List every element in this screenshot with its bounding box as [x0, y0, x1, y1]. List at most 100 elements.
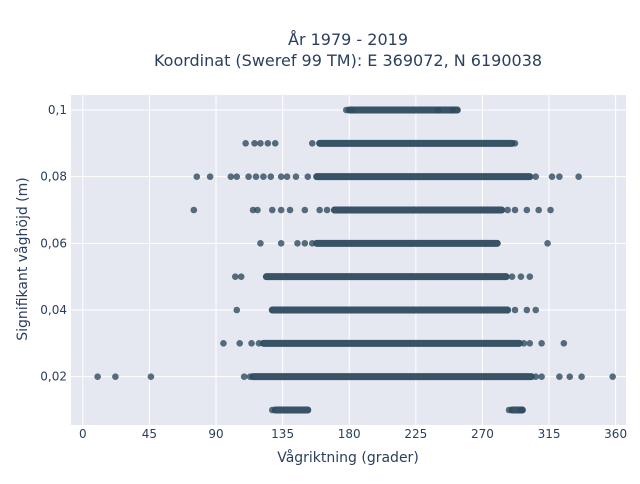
data-point — [532, 306, 540, 314]
data-point — [532, 373, 540, 380]
y-tick-label: 0,04 — [40, 303, 67, 317]
data-point — [511, 306, 519, 314]
data-point — [236, 340, 244, 347]
data-point — [449, 106, 457, 114]
data-point — [523, 306, 531, 314]
x-axis-label: Vågriktning (grader) — [277, 449, 419, 466]
data-point — [511, 140, 519, 147]
y-tick-label: 0,02 — [40, 370, 67, 384]
data-point — [526, 273, 534, 280]
data-point — [252, 173, 260, 180]
data-point — [304, 173, 312, 180]
data-point — [294, 240, 301, 247]
data-point — [547, 206, 554, 214]
data-point — [277, 173, 285, 180]
data-point — [505, 406, 513, 414]
data-point — [257, 140, 264, 147]
x-tick-label: 0 — [79, 427, 87, 441]
data-point — [342, 106, 350, 114]
x-tick-label: 360 — [604, 427, 627, 441]
data-point — [538, 373, 545, 380]
data-point — [538, 340, 545, 347]
data-point — [271, 140, 279, 147]
data-point — [508, 273, 516, 280]
data-point — [544, 240, 551, 247]
data-point — [566, 373, 574, 380]
data-point — [248, 340, 255, 347]
data-point — [147, 373, 155, 380]
data-point — [240, 373, 248, 380]
data-point — [251, 140, 258, 147]
data-point — [264, 140, 272, 147]
chart-title: År 1979 - 2019 — [288, 30, 408, 49]
data-point — [578, 373, 585, 380]
data-point — [227, 173, 235, 180]
data-point — [246, 373, 254, 380]
x-tick-label: 225 — [404, 427, 427, 441]
data-point — [308, 140, 316, 147]
data-point — [242, 140, 249, 147]
data-point — [206, 173, 214, 180]
x-tick-label: 90 — [208, 427, 223, 441]
data-point — [255, 340, 263, 347]
y-tick-label: 0,06 — [40, 236, 67, 250]
data-point — [556, 373, 563, 380]
data-point — [301, 240, 309, 247]
data-point — [323, 206, 331, 214]
data-point — [268, 406, 276, 414]
data-point — [517, 273, 525, 280]
data-point — [193, 173, 201, 180]
data-point — [292, 173, 300, 180]
data-point — [348, 106, 356, 114]
data-point — [283, 173, 291, 180]
data-point — [511, 206, 519, 214]
data-point — [94, 373, 101, 380]
data-point — [548, 173, 556, 180]
x-tick-label: 45 — [142, 427, 157, 441]
plot-background — [71, 95, 626, 425]
data-point — [535, 206, 542, 214]
y-axis-label: Signifikant våghöjd (m) — [14, 177, 31, 340]
data-point — [257, 240, 264, 247]
data-point — [575, 173, 582, 180]
data-point — [526, 340, 534, 347]
chart-subtitle: Koordinat (Sweref 99 TM): E 369072, N 61… — [154, 51, 542, 70]
data-point — [301, 206, 309, 214]
data-point — [267, 173, 275, 180]
data-point — [556, 173, 563, 180]
y-tick-label: 0,1 — [48, 103, 67, 117]
data-point — [434, 106, 442, 114]
points-layer — [94, 106, 616, 414]
data-point — [517, 406, 525, 414]
data-point — [560, 340, 568, 347]
data-point — [520, 340, 528, 347]
data-point — [277, 206, 285, 214]
x-tick-label: 135 — [271, 427, 294, 441]
y-tick-label: 0,08 — [40, 170, 67, 184]
data-point — [112, 373, 119, 380]
data-point — [277, 240, 285, 247]
data-point — [504, 206, 511, 214]
data-point — [233, 173, 241, 180]
data-point — [237, 273, 245, 280]
axis-layer: 0 45 90 135 180 225 270 315 360 0,02 0,04 0,06 0,08 0… — [40, 103, 627, 441]
data-point — [532, 173, 540, 180]
data-point — [231, 273, 239, 280]
x-tick-label: 180 — [338, 427, 361, 441]
data-point — [220, 340, 227, 347]
data-point — [260, 173, 267, 180]
data-point — [286, 206, 294, 214]
data-point — [268, 206, 276, 214]
x-tick-label: 315 — [538, 427, 561, 441]
data-point — [316, 206, 323, 214]
data-point — [609, 373, 616, 380]
data-point — [254, 206, 261, 214]
data-point — [308, 240, 316, 247]
x-tick-label: 270 — [471, 427, 494, 441]
data-point — [245, 173, 252, 180]
data-point — [233, 306, 241, 314]
data-point — [190, 206, 198, 214]
data-point — [523, 206, 531, 214]
